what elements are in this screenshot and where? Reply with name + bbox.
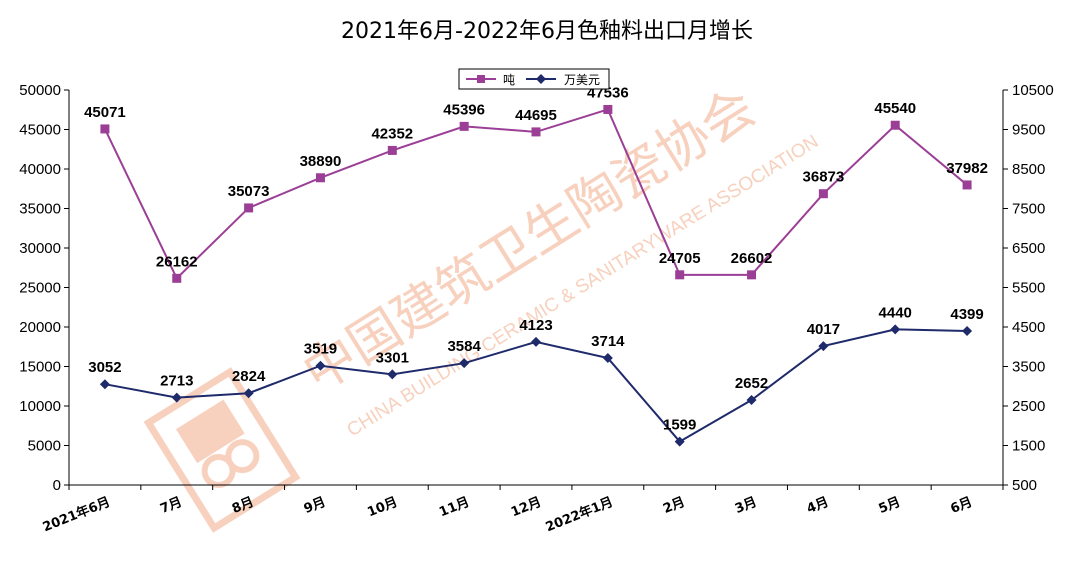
y-left-tick-label: 40000 [19, 161, 61, 178]
data-point-tons [315, 173, 325, 183]
chart-title: 2021年6月-2022年6月色釉料出口月增长 [341, 19, 753, 44]
data-label-usd: 3584 [447, 338, 481, 355]
data-point-usd [243, 388, 254, 399]
data-label-tons: 35073 [228, 183, 270, 200]
data-label-tons: 44695 [515, 107, 557, 124]
y-right-tick-label: 5500 [1012, 280, 1045, 297]
x-tick-label: 2022年1月 [543, 494, 615, 536]
x-tick-label: 3月 [733, 495, 759, 517]
data-point-tons [747, 270, 757, 280]
data-label-tons: 37982 [946, 160, 988, 177]
y-right-tick-label: 2500 [1012, 398, 1045, 415]
data-label-usd: 3301 [376, 349, 409, 366]
data-label-tons: 24705 [659, 250, 701, 267]
y-right-tick-label: 4500 [1012, 319, 1045, 336]
data-label-usd: 4123 [519, 317, 552, 334]
data-label-tons: 45071 [84, 104, 126, 121]
data-point-tons [459, 121, 469, 131]
data-point-usd [674, 436, 685, 447]
data-label-tons: 42352 [371, 125, 413, 142]
watermark-chinese: 中国建筑卫生陶瓷协会 [293, 78, 766, 404]
legend-label-tons: 吨 [503, 73, 515, 87]
data-label-tons: 45396 [443, 101, 485, 118]
y-left-tick-label: 25000 [19, 280, 61, 297]
legend-marker-usd [536, 74, 546, 84]
y-left-tick-label: 45000 [19, 122, 61, 139]
data-point-usd [99, 379, 110, 390]
x-tick-label: 10月 [365, 495, 399, 521]
y-right-tick-label: 3500 [1012, 359, 1045, 376]
data-point-tons [100, 124, 110, 134]
y-left-tick-label: 15000 [19, 359, 61, 376]
data-label-usd: 3052 [88, 359, 121, 376]
x-tick-label: 7月 [158, 495, 184, 517]
y-right-tick-label: 10500 [1012, 82, 1054, 99]
data-point-usd [746, 394, 757, 405]
data-label-usd: 2824 [232, 368, 266, 385]
y-left-tick-label: 10000 [19, 398, 61, 415]
data-point-usd [171, 392, 182, 403]
data-point-usd [315, 360, 326, 371]
data-point-usd [602, 353, 613, 364]
data-point-usd [962, 325, 973, 336]
data-label-tons: 26162 [156, 253, 198, 270]
x-tick-label: 2月 [661, 495, 687, 517]
y-right-tick-label: 9500 [1012, 122, 1045, 139]
legend-marker-tons [477, 75, 485, 83]
x-tick-label: 9月 [302, 495, 328, 517]
data-point-tons [962, 180, 972, 190]
legend-label-usd: 万美元 [564, 73, 600, 87]
data-point-tons [890, 120, 900, 130]
data-label-tons: 36873 [803, 169, 845, 186]
data-label-usd: 4440 [879, 304, 912, 321]
y-left-tick-label: 5000 [28, 438, 61, 455]
x-tick-label: 2021年6月 [40, 494, 112, 536]
legend: 吨 万美元 [458, 68, 610, 90]
data-label-usd: 2652 [735, 375, 768, 392]
data-label-usd: 3519 [304, 341, 337, 358]
data-point-tons [531, 127, 541, 137]
data-label-usd: 3714 [591, 333, 625, 350]
data-label-tons: 38890 [300, 153, 342, 170]
y-left-tick-label: 30000 [19, 240, 61, 257]
y-right-tick-label: 8500 [1012, 161, 1045, 178]
series-layer [99, 104, 973, 447]
data-point-tons [244, 203, 254, 213]
data-label-tons: 45540 [874, 100, 916, 117]
y-right-tick-label: 500 [1012, 477, 1037, 494]
data-label-usd: 1599 [663, 417, 696, 434]
data-point-usd [531, 336, 541, 347]
x-tick-label: 12月 [509, 495, 543, 521]
data-label-usd: 2713 [160, 373, 193, 390]
watermark: 中国建筑卫生陶瓷协会 CHINA BUILDING CERAMIC & SANI… [143, 78, 822, 533]
y-left-tick-label: 0 [53, 477, 61, 494]
data-point-tons [675, 270, 685, 280]
x-tick-label: 11月 [437, 495, 471, 521]
data-point-usd [818, 341, 829, 352]
data-point-usd [459, 358, 470, 369]
data-point-tons [818, 189, 828, 199]
x-tick-label: 4月 [805, 495, 831, 517]
data-point-tons [387, 145, 397, 155]
x-tick-label: 5月 [877, 495, 903, 517]
data-point-tons [603, 104, 613, 114]
y-right-tick-label: 7500 [1012, 201, 1045, 218]
x-tick-label: 8月 [230, 495, 256, 517]
data-label-tons: 26602 [731, 250, 773, 267]
x-tick-label: 6月 [949, 495, 975, 517]
data-label-usd: 4399 [950, 306, 983, 323]
y-left-tick-label: 50000 [19, 82, 61, 99]
y-left-tick-label: 35000 [19, 201, 61, 218]
data-point-tons [172, 273, 182, 283]
data-point-usd [890, 324, 901, 335]
y-right-tick-label: 1500 [1012, 438, 1045, 455]
y-right-tick-label: 6500 [1012, 240, 1045, 257]
data-label-usd: 4017 [807, 321, 840, 338]
data-point-usd [387, 369, 398, 380]
y-left-tick-label: 20000 [19, 319, 61, 336]
